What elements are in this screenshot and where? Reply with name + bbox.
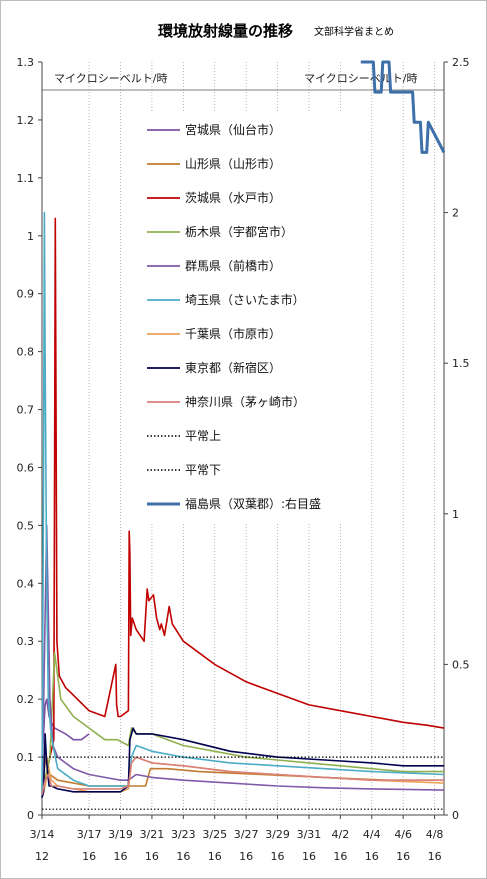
legend-label: 福島県（双葉郡）:右目盛 xyxy=(185,496,321,511)
y-tick-label: 1.3 xyxy=(17,56,35,69)
x-tick-date: 4/8 xyxy=(426,828,444,841)
series-line xyxy=(360,60,446,154)
series-line xyxy=(41,651,444,792)
legend-label: 栃木県（宇都宮市） xyxy=(185,224,293,239)
y-tick-label: 0.1 xyxy=(17,751,35,764)
legend-box xyxy=(142,112,352,522)
y2-axis-ticks: 0 0.5 1 1.5 2 2.5 xyxy=(444,56,470,822)
x-tick-date: 3/31 xyxy=(297,828,322,841)
x-tick-date: 3/27 xyxy=(234,828,259,841)
x-tick-hour: 16 xyxy=(208,850,222,863)
x-tick-date: 4/4 xyxy=(363,828,381,841)
grid xyxy=(42,62,444,815)
x-tick-date: 3/19 xyxy=(108,828,133,841)
y-tick-label: 0.3 xyxy=(17,635,35,648)
legend-label: 群馬県（前橋市） xyxy=(185,258,281,273)
y-tick-label: 1 xyxy=(27,230,34,243)
y-tick-label: 0.6 xyxy=(17,461,35,474)
x-tick-date: 3/21 xyxy=(140,828,165,841)
y-axis-ticks: 0 0.1 0.2 0.3 0.4 0.5 0.6 0.7 0.8 0.9 1 1.1 1.2 1.3 xyxy=(17,56,42,822)
x-axis-ticks: 3/14 12 3/17 16 3/19 16 3/21 16 3/23 16 3/25 16 3/27… xyxy=(30,815,444,863)
legend-label: 埼玉県（さいたま市） xyxy=(185,292,305,307)
right-unit-label: マイクロシーベルト/時 xyxy=(304,72,418,85)
series-line xyxy=(41,756,444,795)
x-tick-hour: 16 xyxy=(302,850,316,863)
legend-label: 神奈川県（茅ヶ崎市） xyxy=(185,394,305,409)
legend-label: 千葉県（市原市） xyxy=(185,326,281,341)
y2-tick-label: 1.5 xyxy=(452,357,470,370)
series-line xyxy=(41,217,445,793)
series-line xyxy=(41,211,445,798)
x-tick-hour: 16 xyxy=(333,850,347,863)
x-tick-hour: 16 xyxy=(271,850,285,863)
y2-tick-label: 0 xyxy=(452,809,459,822)
legend-label: 平常上 xyxy=(185,429,221,443)
y-tick-label: 0.7 xyxy=(17,404,35,417)
x-tick-date: 3/25 xyxy=(202,828,227,841)
y2-tick-label: 0.5 xyxy=(452,658,470,671)
x-tick-hour: 16 xyxy=(176,850,190,863)
chart-title: 環境放射線量の推移 xyxy=(158,22,293,40)
y-tick-label: 1.1 xyxy=(17,172,35,185)
y2-tick-label: 2.5 xyxy=(452,56,470,69)
left-unit-label: マイクロシーベルト/時 xyxy=(54,72,168,85)
chart-subtitle: 文部科学省まとめ xyxy=(314,25,394,38)
y-tick-label: 0 xyxy=(27,809,34,822)
legend-label: 茨城県（水戸市） xyxy=(185,190,281,205)
x-tick-hour: 16 xyxy=(396,850,410,863)
x-tick-hour: 16 xyxy=(114,850,128,863)
x-tick-hour: 16 xyxy=(239,850,253,863)
x-tick-hour: 12 xyxy=(35,850,49,863)
legend-label: 平常下 xyxy=(185,463,221,477)
x-tick-hour: 16 xyxy=(82,850,96,863)
y2-tick-label: 1 xyxy=(452,508,459,521)
x-tick-date: 3/23 xyxy=(171,828,196,841)
x-tick-date: 4/6 xyxy=(394,828,412,841)
x-tick-hour: 16 xyxy=(365,850,379,863)
x-tick-date: 3/17 xyxy=(77,828,102,841)
y-tick-label: 0.4 xyxy=(17,577,35,590)
legend-label: 宮城県（仙台市） xyxy=(185,122,281,137)
legend-label: 山形県（山形市） xyxy=(185,156,281,171)
y-tick-label: 0.2 xyxy=(17,693,35,706)
legend: 宮城県（仙台市） 山形県（山形市） 茨城県（水戸市） 栃木県（宇都宮市） 群馬県（前橋市… xyxy=(142,112,352,522)
x-tick-date: 3/29 xyxy=(265,828,290,841)
y-tick-label: 0.9 xyxy=(17,288,35,301)
x-tick-date: 3/14 xyxy=(30,828,55,841)
y-tick-label: 0.8 xyxy=(17,346,35,359)
x-tick-date: 4/2 xyxy=(332,828,350,841)
y2-tick-label: 2 xyxy=(452,207,459,220)
y-tick-label: 1.2 xyxy=(17,114,35,127)
y-tick-label: 0.5 xyxy=(17,519,35,532)
series-lines xyxy=(41,60,446,810)
x-tick-hour: 16 xyxy=(145,850,159,863)
x-tick-hour: 16 xyxy=(428,850,442,863)
legend-label: 東京都（新宿区） xyxy=(185,360,281,375)
